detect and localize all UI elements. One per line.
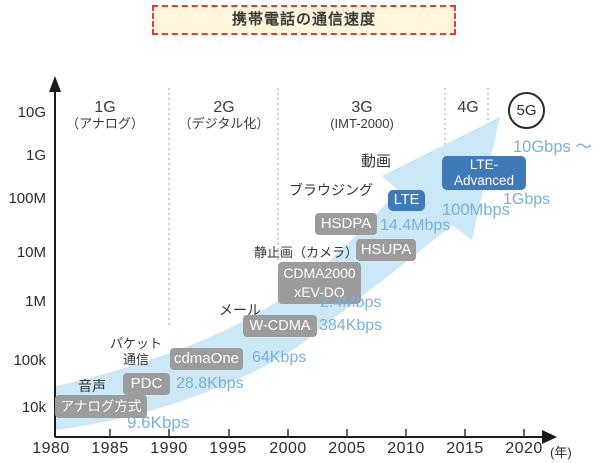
usage-label-mail: メール (219, 302, 261, 318)
generation-label-5g-circle: 5G (508, 92, 545, 129)
generation-1g-name: 1G (94, 99, 116, 116)
speed-label-pdc: 28.8Kbps (176, 375, 244, 392)
y-axis-label-1m: 1M (25, 293, 46, 310)
x-axis-ticks (109, 429, 525, 437)
speed-label-analog: 9.6Kbps (127, 413, 190, 432)
x-axis-label-2000: 2000 (269, 440, 307, 457)
chart-title: 携帯電話の通信速度 (152, 5, 456, 35)
tech-box-hsdpa: HSDPA (315, 213, 377, 235)
usage-label-browsing: ブラウジング (289, 182, 373, 198)
generation-3g-name: 3G (351, 99, 373, 116)
x-axis-label-2010: 2010 (387, 440, 425, 457)
speed-label-hsdpa: 14.4Mbps (380, 217, 451, 234)
tech-box-cdma2000-line2: xEV-DO (294, 284, 345, 300)
y-axis-label-10g: 10G (17, 104, 46, 121)
x-axis-label-1995: 1995 (209, 440, 247, 457)
generation-2g-name: 2G (213, 99, 235, 116)
generation-4g-name: 4G (457, 99, 479, 116)
tech-box-lte-advanced-line1: LTE- (469, 157, 499, 172)
speed-label-5g: 10Gbps ～ (513, 138, 592, 156)
tech-box-cdmaone: cdmaOne (170, 348, 243, 370)
usage-label-voice: 音声 (78, 378, 106, 394)
generation-3g-sub: (IMT-2000) (330, 116, 394, 131)
speed-label-wcdma: 384Kbps (319, 317, 383, 334)
y-axis-label-10m: 10M (16, 244, 46, 261)
generation-2g-sub: （デジタル化） (178, 116, 270, 131)
speed-label-lte-advanced: 1Gbps (503, 191, 551, 208)
usage-label-still-image: 静止画（カメラ） (254, 245, 359, 260)
tech-box-lte: LTE (388, 190, 425, 211)
y-axis-label-1g: 1G (25, 147, 46, 164)
y-axis-label-100k: 100k (13, 352, 46, 369)
x-axis-arrow-icon (542, 430, 557, 444)
usage-label-video: 動画 (360, 153, 391, 170)
tech-box-cdma2000: CDMA2000 xEV-DO (278, 262, 361, 304)
y-axis-label-10k: 10k (21, 399, 46, 416)
tech-box-analog: アナログ方式 (55, 395, 147, 418)
axes (54, 86, 543, 438)
x-axis-label-2015: 2015 (446, 440, 484, 457)
speed-label-lte: 100Mbps (442, 201, 510, 219)
usage-packet-line1: パケット (109, 336, 162, 351)
generation-label-2g: 2G （デジタル化） (176, 99, 272, 131)
generation-label-4g: 4G (448, 99, 488, 116)
usage-label-packet: パケット 通信 (107, 336, 165, 367)
x-axis-label-2020: 2020 (505, 440, 543, 457)
x-axis-label-1980: 1980 (32, 440, 70, 457)
speed-label-cdma2000: 2.4Mbps (320, 294, 382, 311)
tech-box-cdma2000-line1: CDMA2000 (283, 265, 356, 281)
tech-box-hsupa: HSUPA (356, 239, 416, 261)
tech-box-lte-advanced: LTE- Advanced (442, 156, 526, 190)
generation-label-3g: 3G (IMT-2000) (314, 99, 410, 131)
generation-1g-sub: （アナログ） (66, 116, 144, 131)
speed-label-cdmaone: 64Kbps (252, 349, 307, 366)
usage-packet-line2: 通信 (122, 351, 149, 367)
generation-label-1g: 1G （アナログ） (57, 99, 153, 131)
y-axis-label-100m: 100M (8, 190, 46, 207)
tech-box-lte-advanced-line2: Advanced (453, 173, 515, 188)
x-axis-label-2005: 2005 (328, 440, 366, 457)
x-axis-label-1990: 1990 (150, 440, 188, 457)
y-axis-arrow-icon (49, 76, 61, 92)
x-axis-label-1985: 1985 (91, 440, 129, 457)
tech-box-wcdma: W-CDMA (243, 315, 317, 337)
tech-box-pdc: PDC (123, 373, 170, 395)
x-axis-unit: (年) (550, 445, 572, 460)
